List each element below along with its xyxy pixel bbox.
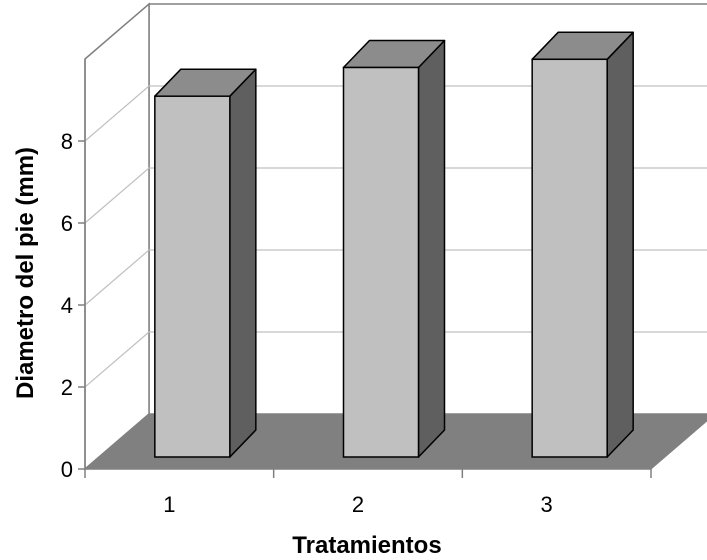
- y-tick-label: 2: [61, 375, 73, 400]
- bars: [154, 31, 634, 458]
- side-wall: [84, 2, 150, 471]
- gridline-2: [84, 331, 707, 388]
- bar-front-face: [342, 66, 420, 458]
- y-tick-label: 6: [61, 211, 73, 236]
- gridline-4: [84, 249, 707, 306]
- y-tick-label: 8: [61, 129, 73, 154]
- gridline-6: [84, 167, 707, 224]
- x-tick-label: 2: [352, 492, 364, 517]
- bar-side-face: [229, 68, 257, 458]
- bar-front-face: [154, 95, 231, 458]
- bar-side-face: [606, 31, 634, 458]
- gridlines: [84, 85, 707, 388]
- x-axis-title: Tratamientos: [292, 532, 441, 559]
- bar-front-face: [531, 58, 608, 458]
- y-axis-title: Diametro del pie (mm): [12, 147, 39, 399]
- gridline-8: [84, 85, 707, 142]
- x-tick-label: 3: [541, 492, 553, 517]
- axes: [78, 59, 652, 478]
- bar-2: [342, 39, 446, 458]
- tick-labels: 0 2 4 6 8 1 2 3: [61, 129, 553, 517]
- bar-3: [531, 31, 634, 458]
- y-tick-label: 0: [61, 457, 73, 482]
- y-tick-label: 4: [61, 293, 73, 318]
- bar-side-face: [417, 39, 446, 458]
- bar-1: [154, 68, 257, 458]
- x-tick-label: 1: [163, 492, 175, 517]
